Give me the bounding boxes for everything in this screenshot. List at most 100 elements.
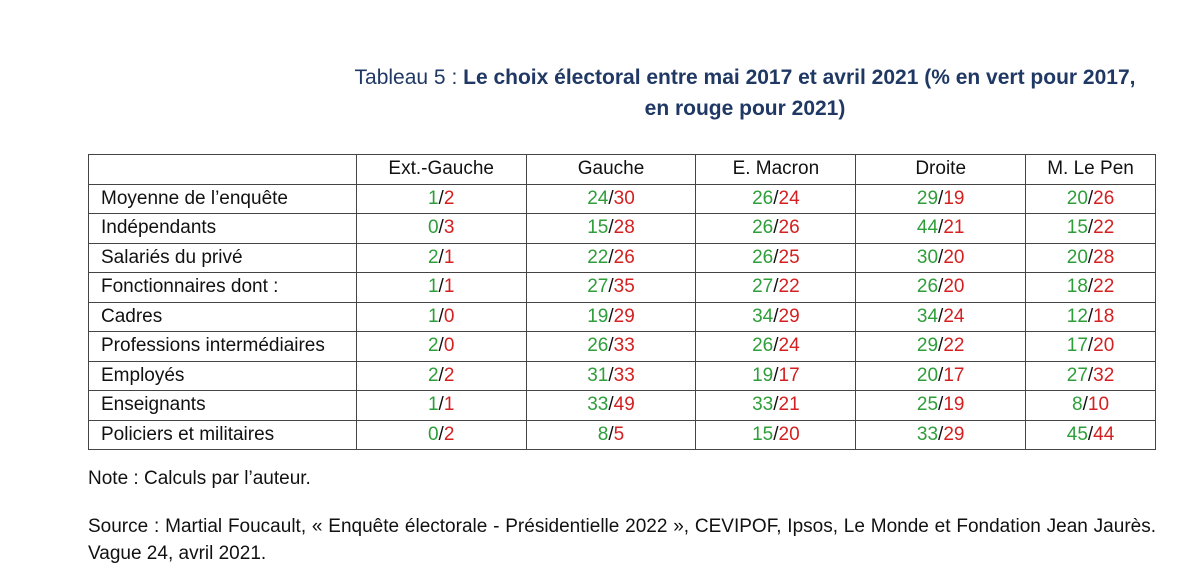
value-cell: 33/21 (695, 390, 857, 421)
value-2021: 1 (443, 246, 455, 268)
value-cell: 18/22 (1025, 272, 1156, 303)
column-header: E. Macron (695, 154, 857, 185)
value-separator: / (1087, 423, 1094, 445)
value-cell: 1/1 (355, 390, 527, 421)
value-2021: 32 (1093, 364, 1115, 386)
value-separator: / (438, 217, 444, 239)
value-separator: / (438, 246, 444, 268)
results-table: Ext.-Gauche Gauche E. Macron Droite M. Le Pe… (88, 154, 1156, 450)
value-cell: 15/22 (1025, 213, 1156, 244)
value-2021: 3 (443, 217, 455, 239)
value-cell: 12/18 (1025, 301, 1156, 332)
value-cell: 31/33 (525, 360, 697, 391)
value-cell: 26/25 (695, 242, 857, 273)
value-cell: 20/26 (1025, 183, 1156, 214)
value-separator: / (773, 276, 779, 298)
value-separator: / (938, 217, 944, 239)
value-cell: 1/0 (355, 301, 527, 332)
value-separator: / (608, 276, 614, 298)
value-2021: 33 (613, 335, 635, 357)
table-row: Professions intermédiaires 2/0 26/33 26/24 2… (88, 331, 1156, 362)
value-2021: 30 (613, 187, 635, 209)
value-separator: / (608, 335, 614, 357)
value-2021: 0 (443, 305, 455, 327)
value-separator: / (438, 335, 444, 357)
value-2017: 27 (1066, 364, 1088, 386)
value-cell: 34/29 (695, 301, 857, 332)
value-separator: / (938, 305, 944, 327)
value-cell: 8/10 (1025, 390, 1156, 421)
column-header: M. Le Pen (1025, 154, 1156, 185)
value-2017: 33 (752, 394, 774, 416)
value-2017: 26 (752, 246, 774, 268)
row-label: Enseignants (88, 390, 357, 421)
column-header: Droite (855, 154, 1027, 185)
value-2021: 26 (1093, 187, 1115, 209)
value-cell: 2/2 (355, 360, 527, 391)
value-2021: 29 (613, 305, 635, 327)
column-header: Gauche (525, 154, 697, 185)
value-cell: 26/24 (695, 331, 857, 362)
value-separator: / (1087, 364, 1094, 386)
value-2021: 20 (1093, 335, 1115, 357)
value-separator: / (938, 335, 944, 357)
value-2017: 15 (1066, 217, 1088, 239)
value-separator: / (438, 423, 444, 445)
value-separator: / (938, 246, 944, 268)
value-cell: 30/20 (855, 242, 1027, 273)
row-label: Employés (88, 360, 357, 391)
value-2017: 45 (1066, 423, 1088, 445)
value-2021: 17 (778, 364, 800, 386)
value-2017: 26 (752, 187, 774, 209)
value-2021: 21 (943, 217, 965, 239)
value-separator: / (438, 394, 444, 416)
value-cell: 22/26 (525, 242, 697, 273)
value-separator: / (938, 187, 944, 209)
value-separator: / (773, 394, 779, 416)
value-cell: 26/33 (525, 331, 697, 362)
row-label: Indépendants (88, 213, 357, 244)
value-2017: 12 (1066, 305, 1088, 327)
value-2017: 0 (427, 423, 439, 445)
value-separator: / (608, 187, 614, 209)
value-cell: 1/2 (355, 183, 527, 214)
value-2021: 26 (778, 217, 800, 239)
value-2017: 20 (1066, 246, 1088, 268)
value-2021: 1 (443, 394, 455, 416)
value-2021: 49 (613, 394, 635, 416)
value-cell: 1/1 (355, 272, 527, 303)
value-cell: 34/24 (855, 301, 1027, 332)
value-2017: 30 (916, 246, 939, 268)
row-label: Salariés du privé (88, 242, 357, 273)
value-cell: 15/20 (695, 419, 857, 450)
value-separator: / (773, 187, 779, 209)
value-cell: 24/30 (525, 183, 697, 214)
corner-cell (88, 154, 357, 185)
value-2021: 24 (943, 305, 965, 327)
value-2021: 21 (778, 394, 800, 416)
table-row: Indépendants 0/3 15/28 26/26 44/21 15/22 (88, 213, 1156, 244)
value-2017: 18 (1066, 276, 1088, 298)
table-header-row: Ext.-Gauche Gauche E. Macron Droite M. Le Pe… (88, 154, 1156, 185)
value-cell: 15/28 (525, 213, 697, 244)
value-2021: 22 (943, 335, 965, 357)
value-separator: / (1087, 335, 1094, 357)
table-caption: Tableau 5 : Le choix électoral entre mai… (340, 62, 1150, 124)
value-cell: 19/29 (525, 301, 697, 332)
value-2021: 5 (613, 423, 625, 445)
table-row: Fonctionnaires dont :1/1 27/35 27/22 26/20 1… (88, 272, 1156, 303)
row-label: Policiers et militaires (88, 419, 357, 450)
value-2017: 1 (427, 276, 439, 298)
value-2021: 26 (613, 246, 635, 268)
value-2021: 19 (943, 394, 965, 416)
value-2021: 20 (778, 423, 800, 445)
value-cell: 27/22 (695, 272, 857, 303)
row-label: Fonctionnaires dont : (88, 272, 357, 303)
value-2017: 34 (752, 305, 774, 327)
value-2021: 10 (1087, 394, 1110, 416)
value-separator: / (1082, 394, 1088, 416)
value-separator: / (438, 364, 444, 386)
value-2017: 26 (752, 335, 774, 357)
value-separator: / (773, 364, 779, 386)
value-2021: 0 (443, 335, 455, 357)
